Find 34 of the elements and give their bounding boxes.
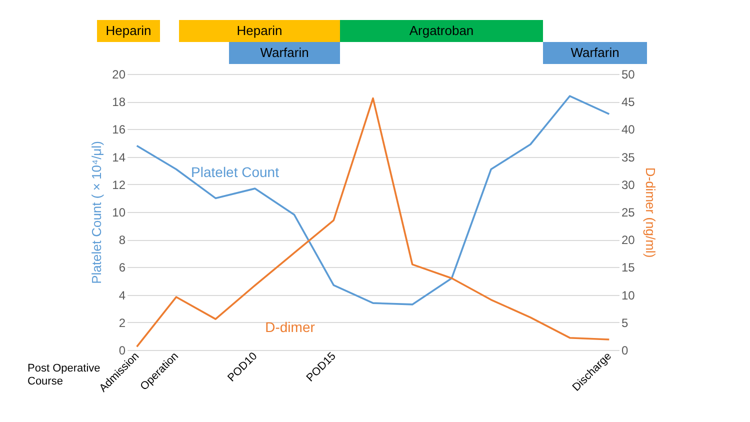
y2-tick-label: 30 <box>622 178 636 192</box>
y2-tick-label: 5 <box>622 316 628 330</box>
y-tick-label: 16 <box>112 122 126 137</box>
y2-tick-label: 45 <box>622 95 636 110</box>
y-tick-label: 10 <box>112 206 126 220</box>
y2-tick-label: 35 <box>622 150 636 164</box>
y-tick-label: 14 <box>112 150 126 164</box>
line-series <box>136 95 610 306</box>
y-tick-label: 0 <box>118 344 126 358</box>
y2-tick-label: 20 <box>622 233 636 248</box>
text: Warfarin <box>260 45 309 60</box>
series-label: Platelet Count <box>191 164 280 180</box>
y2-axis-title: D-dimer (ng/ml) <box>642 167 658 258</box>
y2-tick-label: 10 <box>622 288 636 302</box>
y-tick-label: 2 <box>118 316 126 330</box>
y-tick-label: 8 <box>118 233 126 248</box>
y2-tick-label: 25 <box>622 206 636 220</box>
text: Argatroban <box>409 23 474 38</box>
y2-tick-label: 0 <box>622 344 628 358</box>
y-tick-label: 18 <box>112 95 126 110</box>
y2-tick-label: 15 <box>622 260 636 275</box>
text: Heparin <box>236 23 282 38</box>
text: Heparin <box>106 23 152 38</box>
y-tick-label: 6 <box>118 260 126 275</box>
text: Warfarin <box>570 45 620 60</box>
y2-tick-label: 50 <box>622 68 636 82</box>
y-tick-label: 20 <box>112 68 126 82</box>
x-axis-title: Post Operative Course <box>28 362 100 388</box>
line-series <box>136 97 610 348</box>
y2-tick-label: 40 <box>622 122 636 137</box>
text: D-dimer <box>265 319 316 335</box>
y-axis-title: Platelet Count ( × 10⁴/μl) <box>89 141 104 284</box>
y-tick-label: 4 <box>118 288 126 302</box>
y-tick-label: 12 <box>112 178 126 192</box>
